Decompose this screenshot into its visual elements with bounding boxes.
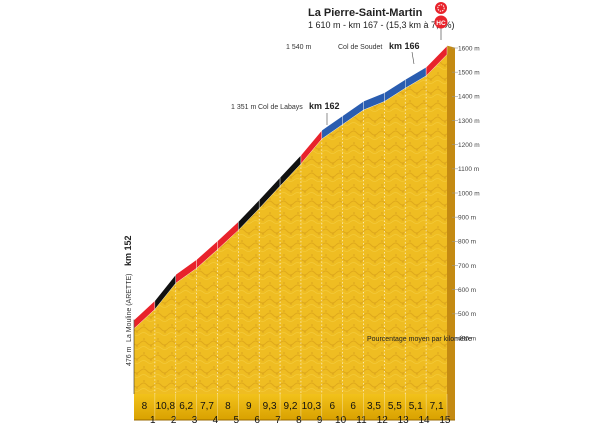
pass-name-labays: Col de Labays (258, 104, 303, 111)
profile-terrain-area (134, 54, 447, 394)
y-tick-1100: 1100 m (458, 166, 479, 173)
x-tick-13: 13 (398, 415, 410, 426)
km-grid-lines (154, 75, 427, 394)
y-tick-800: 800 m (458, 239, 476, 246)
start-label: 476 m La Mouline (ARETTE) km 152 (123, 235, 133, 366)
y-tick-1000: 1000 m (458, 190, 480, 197)
y-tick-1500: 1500 m (458, 69, 480, 76)
base-band (134, 394, 447, 420)
grade-label-13: 5,5 (388, 401, 402, 412)
x-tick-3: 3 (192, 415, 198, 426)
gradient-ribbons (133, 45, 448, 394)
start-altitude: 476 m (126, 346, 133, 366)
y-tick-1300: 1300 m (458, 118, 480, 125)
grade-label-7: 9,3 (263, 401, 277, 412)
y-tick-1400: 1400 m (458, 94, 480, 101)
y-tick-900: 900 m (458, 214, 476, 221)
x-tick-15: 15 (439, 415, 451, 426)
x-tick-12: 12 (377, 415, 389, 426)
grade-label-10: 6 (329, 401, 335, 412)
grade-label-1: 8 (142, 401, 148, 412)
x-tick-7: 7 (275, 415, 281, 426)
x-tick-14: 14 (418, 415, 430, 426)
hc-badge: HC (436, 20, 446, 27)
average-grade-note: Pourcentage moyen par kilomètre (367, 336, 472, 343)
x-tick-4: 4 (213, 415, 219, 426)
pass-altitude-soudet: 1 540 m (286, 44, 311, 51)
right-side-face (447, 45, 455, 420)
grade-label-3: 6,2 (179, 401, 193, 412)
grade-label-9: 10,3 (302, 401, 322, 412)
y-axis: 400 m 500 m 600 m 700 m 800 m 900 m 1000 m 1100… (452, 45, 480, 342)
grade-label-14: 5,1 (409, 401, 423, 412)
pass-name-soudet: Col de Soudet (338, 44, 382, 51)
x-tick-8: 8 (296, 415, 302, 426)
grade-label-15: 7,1 (430, 401, 444, 412)
grade-label-8: 9,2 (284, 401, 298, 412)
pass-km-soudet: km 166 (389, 41, 420, 51)
profile-base (134, 394, 455, 421)
grade-label-11: 6 (350, 401, 356, 412)
summit-detail: 1 610 m - km 167 - (15,3 km à 7,4%) (308, 20, 455, 30)
start-name: La Mouline (ARETTE) (126, 274, 133, 342)
profile-side-edge (447, 45, 455, 420)
y-tick-500: 500 m (458, 311, 476, 318)
y-tick-1600: 1600 m (458, 45, 480, 52)
summit-title: La Pierre-Saint-Martin (308, 7, 423, 19)
x-tick-1: 1 (150, 415, 156, 426)
grade-label-12: 3,5 (367, 401, 381, 412)
y-tick-1200: 1200 m (458, 142, 480, 149)
x-axis-ticks: 1 2 3 4 5 6 7 8 9 10 11 12 13 14 15 (150, 394, 451, 426)
profile-top-line (133, 45, 448, 320)
y-tick-400: 400 m (458, 335, 476, 342)
x-tick-9: 9 (317, 415, 323, 426)
grade-label-6: 9 (246, 401, 252, 412)
y-tick-700: 700 m (458, 263, 476, 270)
hc-climb-icon: HC (434, 1, 448, 40)
pass-altitude-labays: 1 351 m (231, 104, 256, 111)
summit-header: La Pierre-Saint-Martin 1 610 m - km 167 … (308, 7, 455, 30)
x-tick-6: 6 (254, 415, 260, 426)
grade-label-2: 10,8 (156, 401, 176, 412)
x-tick-5: 5 (233, 415, 239, 426)
pass-label-labays: 1 351 m Col de Labays km 162 (231, 101, 340, 125)
start-km: km 152 (123, 235, 133, 266)
x-tick-2: 2 (171, 415, 177, 426)
pass-km-labays: km 162 (309, 101, 340, 111)
pass-label-soudet: 1 540 m Col de Soudet km 166 (286, 41, 420, 65)
x-tick-11: 11 (356, 415, 367, 426)
grade-label-4: 7,7 (200, 401, 214, 412)
y-tick-600: 600 m (458, 287, 476, 294)
x-tick-10: 10 (335, 415, 347, 426)
grade-label-5: 8 (225, 401, 231, 412)
km-grade-labels: 8 10,8 6,2 7,7 8 9 9,3 9,2 10,3 6 6 3,5 5,5 5,1 7,1 (142, 401, 444, 412)
